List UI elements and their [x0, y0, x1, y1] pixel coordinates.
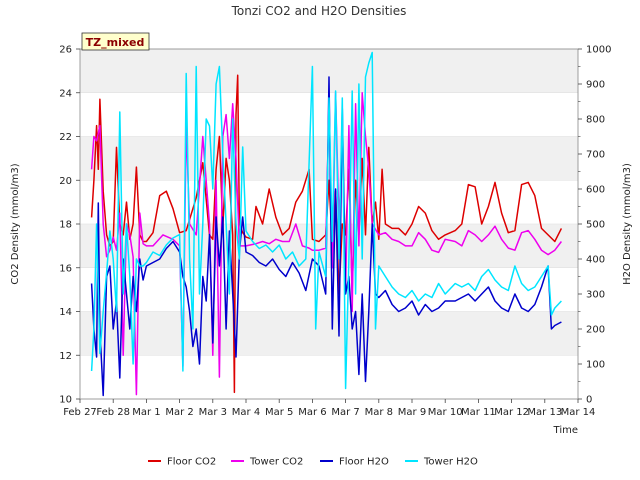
x-tick-label: Mar 8 — [365, 407, 393, 418]
chart-title: Tonzi CO2 and H2O Densities — [231, 4, 407, 18]
background-band — [80, 224, 578, 268]
x-tick-label: Feb 27 — [63, 407, 97, 418]
y2-tick-label: 700 — [586, 150, 605, 161]
y2-tick-label: 200 — [586, 325, 605, 336]
y2-axis-title: H2O Density (mmol/m3) — [622, 163, 633, 285]
y2-tick-label: 0 — [586, 395, 592, 406]
y-tick-label: 22 — [59, 132, 72, 143]
x-tick-label: Feb 28 — [96, 407, 130, 418]
series-line-floor-h2o — [90, 76, 562, 397]
x-tick-label: Mar 11 — [461, 407, 496, 418]
x-tick-label: Mar 12 — [494, 407, 529, 418]
y2-tick-label: 100 — [586, 360, 605, 371]
legend: Floor CO2 Tower CO2 Floor H2O Tower H2O — [148, 457, 478, 468]
y-axis-ticks: 10 12 14 16 18 20 22 24 26 — [59, 45, 80, 406]
x-tick-label: Mar 6 — [298, 407, 326, 418]
legend-label: Tower CO2 — [249, 457, 303, 468]
legend-label: Tower H2O — [423, 457, 478, 468]
y-axis-title: CO2 Density (mmol/m3) — [10, 163, 21, 284]
x-tick-label: Mar 2 — [165, 407, 193, 418]
legend-label: Floor H2O — [339, 457, 389, 468]
y2-tick-label: 800 — [586, 115, 605, 126]
y2-tick-label: 300 — [586, 290, 605, 301]
x-tick-label: Mar 5 — [265, 407, 293, 418]
y-tick-label: 26 — [59, 45, 72, 56]
site-tag-box — [81, 32, 150, 51]
y2-axis-ticks: 0 100 200 300 400 500 600 700 800 900 1000 — [578, 45, 611, 406]
x-axis-ticks: Feb 27 Feb 28 Mar 1 Mar 2 Mar 3 Mar 4 Mar 5 Mar… — [63, 399, 595, 418]
series-line-floor-co2 — [90, 74, 563, 394]
x-tick-label: Mar 13 — [527, 407, 562, 418]
x-tick-label: Mar 4 — [232, 407, 260, 418]
x-tick-label: Mar 1 — [132, 407, 160, 418]
y-tick-label: 16 — [59, 263, 72, 274]
site-tag: TZ_mixed — [81, 32, 150, 51]
y2-tick-label: 400 — [586, 255, 605, 266]
x-axis-title: Time — [553, 425, 578, 436]
legend-label: Floor CO2 — [167, 457, 216, 468]
y-tick-label: 12 — [59, 351, 72, 362]
x-tick-label: Mar 9 — [398, 407, 426, 418]
x-tick-label: Mar 3 — [199, 407, 227, 418]
site-tag-text: TZ_mixed — [86, 36, 145, 49]
y2-tick-label: 900 — [586, 80, 605, 91]
y2-tick-label: 600 — [586, 185, 605, 196]
x-tick-label: Mar 14 — [561, 407, 596, 418]
background-band — [80, 136, 578, 181]
background-band — [80, 355, 578, 399]
y2-tick-label: 500 — [586, 220, 605, 231]
y-tick-label: 18 — [59, 220, 72, 231]
y2-tick-label: 1000 — [586, 45, 611, 56]
series-line-tower-h2o — [90, 51, 562, 390]
x-tick-label: Mar 10 — [428, 407, 463, 418]
series-layer — [90, 51, 563, 397]
y-tick-label: 20 — [59, 176, 72, 187]
background-band — [80, 267, 578, 312]
background-band — [80, 311, 578, 356]
x-tick-label: Mar 7 — [331, 407, 359, 418]
y-tick-label: 10 — [59, 395, 72, 406]
y-tick-label: 14 — [59, 307, 72, 318]
y-tick-label: 24 — [59, 88, 72, 99]
